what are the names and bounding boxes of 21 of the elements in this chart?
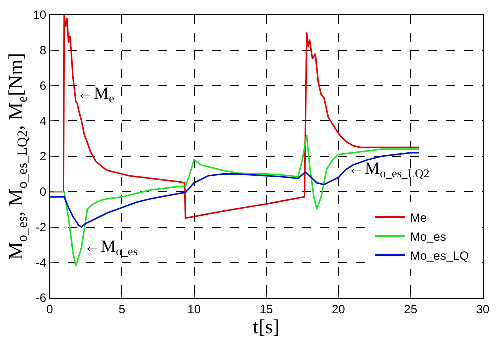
x-tick-label: 15 — [260, 302, 274, 316]
y-tick-label: 10 — [33, 8, 47, 22]
x-tick-label: 5 — [118, 302, 126, 316]
legend-label: Mo_es — [410, 230, 446, 244]
y-tick-label: 0 — [40, 185, 47, 200]
x-tick-label: 10 — [188, 302, 202, 316]
legend-label: Mo_es_LQ — [410, 248, 470, 263]
x-axis-title: t[s] — [253, 316, 280, 338]
x-tick-label: 20 — [332, 302, 346, 316]
annotation: ←M$_{o_es_LQ2}$ — [348, 159, 430, 181]
x-tick-label: 30 — [476, 302, 490, 316]
y-tick-label: 4 — [40, 114, 47, 128]
x-tick-label: 25 — [404, 302, 418, 316]
y-tick-label: 2 — [40, 150, 47, 164]
y-tick-label: -4 — [36, 256, 47, 270]
y-tick-label: 8 — [40, 44, 47, 58]
y-tick-label: -6 — [36, 291, 47, 306]
y-tick-label: 6 — [40, 78, 47, 93]
annotation: ←M$_{e}$ — [77, 84, 114, 106]
y-tick-label: -2 — [36, 220, 47, 234]
legend-label: Me — [410, 210, 428, 225]
